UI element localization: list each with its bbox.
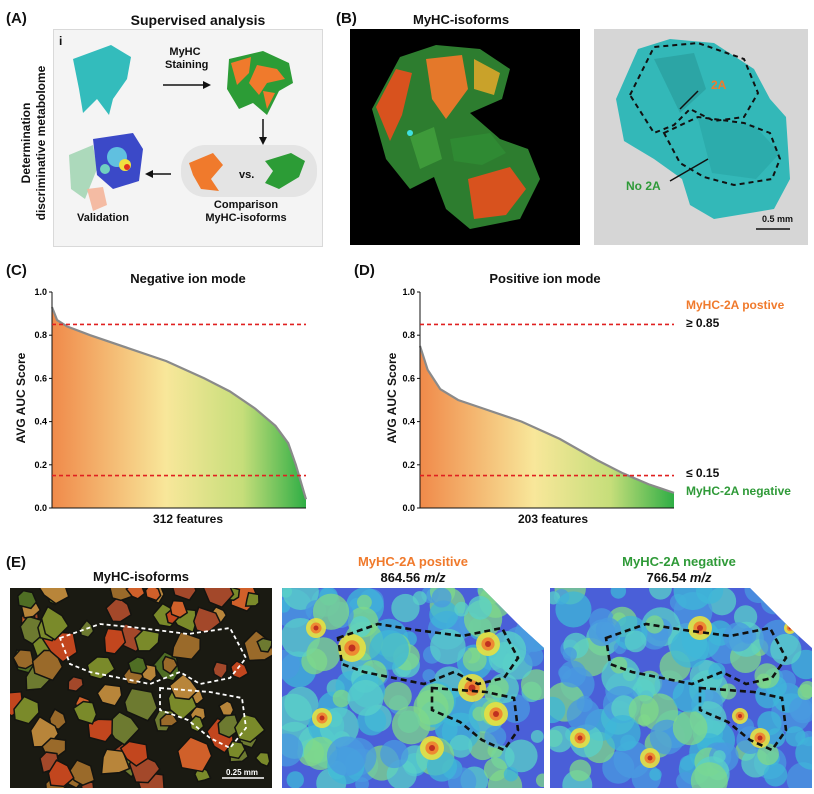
arrow-right-head — [203, 81, 211, 89]
neg-ytick-label: 0.2 — [34, 460, 47, 470]
panel-e-label: (E) — [6, 554, 26, 571]
neg-threshold-value: ≤ 0.15 — [686, 466, 720, 480]
panel-d-label: (D) — [354, 262, 375, 279]
panel-a-title: Supervised analysis — [130, 12, 266, 28]
comparison-label-line-2: MyHC-isoforms — [205, 212, 287, 224]
comparison-orange-shape — [189, 153, 223, 191]
pos-ytick-label: 0.6 — [402, 373, 415, 383]
stain-label-line-2: Staining — [165, 59, 209, 71]
panel-e-title-2-unit: m/z — [423, 570, 446, 585]
tissue-shape-teal — [73, 45, 131, 115]
pos-ytick-label: 0.8 — [402, 330, 415, 340]
label-2a: 2A — [711, 78, 727, 92]
panel-c-label: (C) — [6, 262, 27, 279]
neg-threshold-label: MyHC-2A negative — [686, 484, 791, 498]
comparison-label: Comparison MyHC-isoforms — [181, 199, 311, 225]
pos-curve — [418, 345, 675, 494]
panel-e-title-2-mass: 864.56 — [380, 570, 421, 585]
panel-e-title-1: MyHC-isoforms — [92, 569, 190, 584]
pos-area — [420, 346, 674, 508]
panel-b-title: MyHC-isoforms — [413, 12, 510, 27]
myhc-isoform-zoom-image — [10, 588, 272, 788]
neg-ytick-label: 1.0 — [34, 287, 47, 297]
dashed-outline-no2a — [662, 115, 782, 187]
panel-e-title-3-unit: m/z — [689, 570, 712, 585]
panel-a-label: (A) — [6, 10, 27, 27]
panel-e-title-2: MyHC-2A positive 864.56 m/z — [282, 554, 544, 586]
mz-864-heatmap — [282, 588, 544, 788]
vs-label: vs. — [239, 169, 255, 181]
panel-d-xlabel: 203 features — [517, 512, 589, 526]
arrow-left-head — [145, 170, 153, 178]
panel-c-xlabel: 312 features — [152, 512, 224, 526]
scale-label-e: 0.25 mm — [226, 768, 259, 777]
neg-ytick-label: 0.8 — [34, 330, 47, 340]
validation-label: Validation — [77, 212, 129, 224]
panel-d-title: Positive ion mode — [489, 271, 601, 286]
validation-heatmap — [69, 133, 143, 211]
neg-ytick-label: 0.4 — [34, 417, 47, 427]
negative-ion-auc-chart: 0.0 0.2 0.4 0.6 0.8 1.0 — [34, 287, 308, 513]
panel-e-title-3-mass: 766.54 — [646, 570, 687, 585]
side-label-line-1: Determination — [19, 102, 33, 184]
tissue-shape-stained — [227, 51, 293, 115]
pos-ytick-label: 0.4 — [402, 417, 415, 427]
neg-curve — [50, 306, 308, 500]
positive-ion-auc-chart: 0.0 0.2 0.4 0.6 0.8 1.0 — [402, 287, 675, 513]
pos-threshold-label: MyHC-2A postive — [686, 298, 785, 312]
comparison-green-shape — [265, 153, 305, 189]
pos-ytick-label: 0.0 — [402, 503, 415, 513]
label-no2a: No 2A — [626, 179, 661, 193]
2a-region-segmentation-image — [594, 29, 808, 245]
workflow-diagram — [69, 45, 317, 211]
panel-e-title-2-line-1: MyHC-2A positive — [357, 554, 469, 569]
arrow-down-head — [259, 137, 267, 145]
myhc-isoform-stain-image — [350, 29, 580, 245]
pos-ytick-label: 1.0 — [402, 287, 415, 297]
panel-a-sublabel: i — [59, 34, 63, 48]
panel-e-title-3: MyHC-2A negative 766.54 m/z — [548, 554, 810, 586]
mz-766-heatmap — [550, 588, 812, 788]
neg-ytick-label: 0.6 — [34, 373, 47, 383]
dashed-outline-2a — [628, 41, 760, 135]
panel-b-label: (B) — [336, 10, 357, 27]
stain-label-line-1: MyHC — [169, 46, 201, 58]
stain-label: MyHC Staining — [165, 46, 209, 72]
pos-ytick-label: 0.2 — [402, 460, 415, 470]
pos-threshold-value: ≥ 0.85 — [686, 316, 720, 330]
comparison-label-line-1: Comparison — [213, 199, 279, 211]
panel-c-title: Negative ion mode — [130, 271, 246, 286]
panel-e-title-3-line-1: MyHC-2A negative — [622, 554, 736, 569]
scale-label-b: 0.5 mm — [762, 214, 794, 224]
side-label-line-2: discriminative metabolome — [34, 65, 48, 221]
side-label: Determination discriminative metabolome — [14, 28, 50, 248]
neg-area — [52, 307, 306, 508]
neg-ytick-label: 0.0 — [34, 503, 47, 513]
